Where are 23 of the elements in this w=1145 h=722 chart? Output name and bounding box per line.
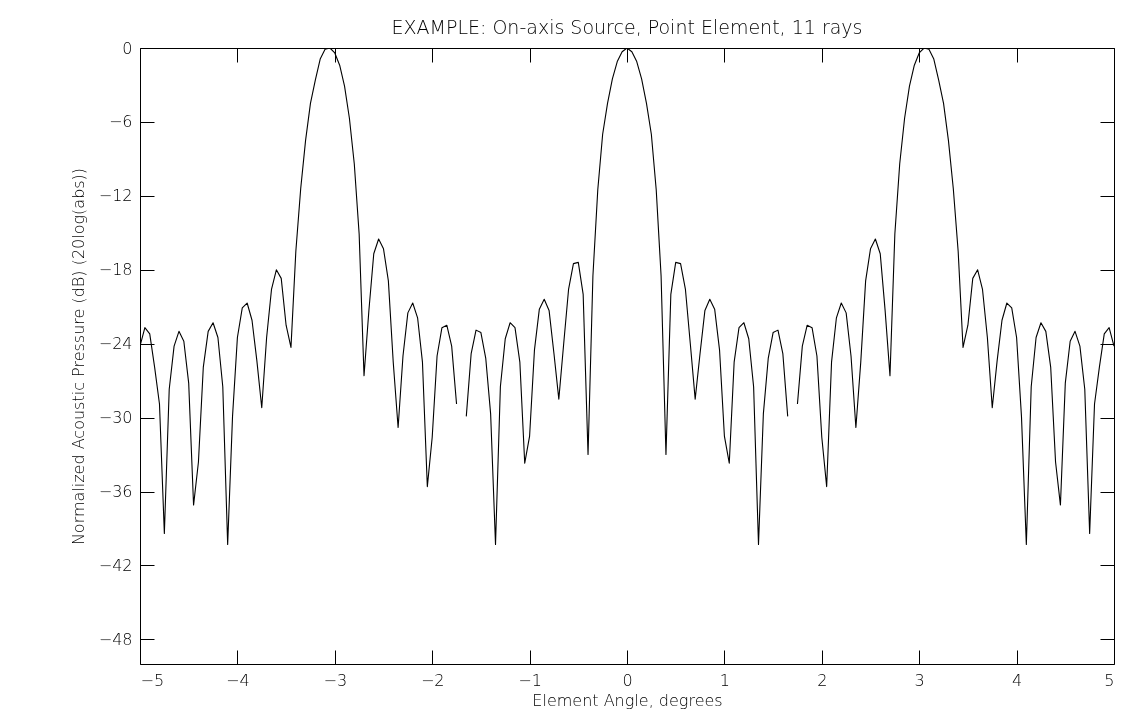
x-tick-label: −4 (226, 670, 250, 690)
x-tick-label: −3 (323, 670, 348, 690)
x-tick-label: 0 (622, 670, 633, 690)
y-tick-label: −36 (98, 482, 133, 502)
y-tick-label: −18 (98, 260, 133, 280)
x-tick-label: 2 (817, 670, 828, 690)
x-tick-label: 3 (914, 670, 925, 690)
chart-title: EXAMPLE: On-axis Source, Point Element, 11 rays (391, 16, 863, 38)
y-tick-label: −24 (98, 334, 133, 354)
x-tick-label: −1 (518, 670, 542, 690)
x-tick-label: 1 (719, 670, 730, 690)
y-tick-label: −42 (98, 555, 133, 575)
y-axis-title: Normalized Acoustic Pressure (dB) (20log(abs)) (68, 167, 88, 546)
y-tick-label: −6 (108, 112, 133, 132)
y-tick-label: 0 (122, 38, 133, 58)
x-tick-label: −5 (140, 670, 165, 690)
y-tick-label: −30 (98, 408, 133, 428)
x-axis-title: Element Angle, degrees (532, 690, 723, 710)
x-tick-label: 5 (1104, 670, 1115, 690)
y-tick-label: −48 (98, 629, 133, 649)
y-tick-label: −12 (98, 186, 133, 206)
x-tick-label: −2 (420, 670, 445, 690)
x-tick-label: 4 (1012, 670, 1023, 690)
